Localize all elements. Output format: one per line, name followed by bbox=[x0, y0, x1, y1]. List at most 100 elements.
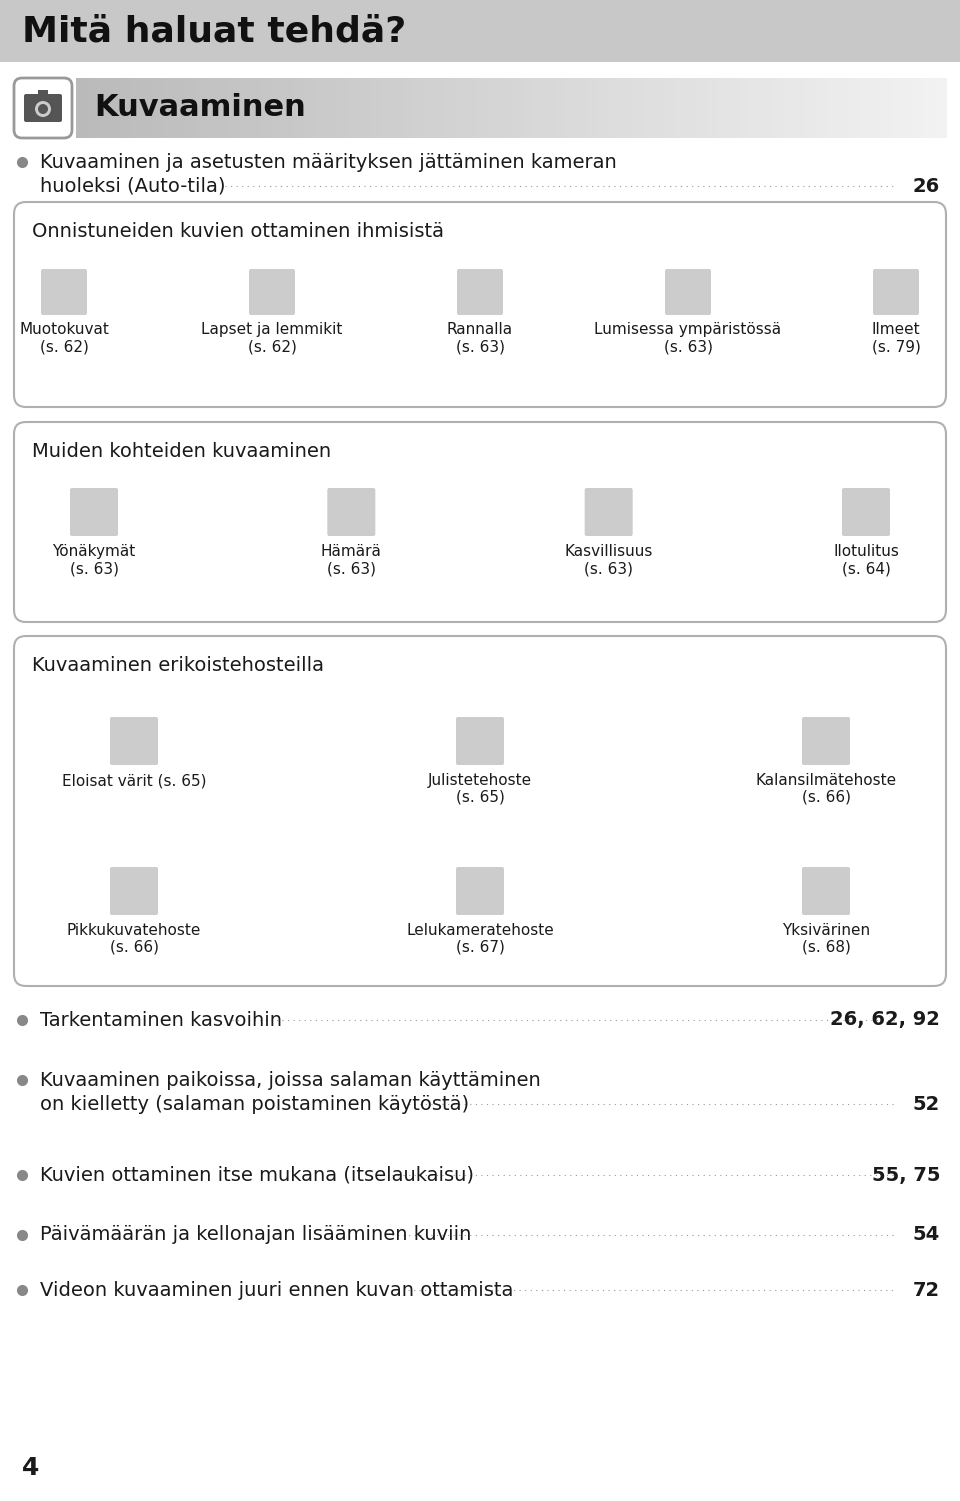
Text: Kasvillisuus: Kasvillisuus bbox=[564, 543, 653, 558]
Text: (s. 62): (s. 62) bbox=[39, 339, 88, 354]
Bar bbox=[261, 78, 273, 138]
Bar bbox=[761, 78, 773, 138]
FancyBboxPatch shape bbox=[249, 269, 295, 315]
Bar bbox=[782, 78, 795, 138]
Bar bbox=[0, 0, 960, 62]
Text: (s. 63): (s. 63) bbox=[326, 561, 375, 576]
FancyBboxPatch shape bbox=[665, 269, 711, 315]
Text: (s. 63): (s. 63) bbox=[663, 339, 712, 354]
Bar bbox=[913, 78, 925, 138]
Text: (s. 63): (s. 63) bbox=[585, 561, 634, 576]
Text: Ilotulitus: Ilotulitus bbox=[833, 543, 899, 558]
Bar bbox=[131, 78, 142, 138]
Bar bbox=[500, 78, 512, 138]
Bar bbox=[424, 78, 436, 138]
Bar bbox=[609, 78, 621, 138]
Bar bbox=[196, 78, 207, 138]
Text: 55, 75: 55, 75 bbox=[872, 1165, 940, 1184]
Text: (s. 62): (s. 62) bbox=[248, 339, 297, 354]
Text: Julistetehoste: Julistetehoste bbox=[428, 773, 532, 788]
Bar bbox=[445, 78, 458, 138]
Bar bbox=[870, 78, 881, 138]
Bar bbox=[38, 90, 48, 98]
Text: Lapset ja lemmikit: Lapset ja lemmikit bbox=[202, 323, 343, 338]
Bar bbox=[674, 78, 686, 138]
Bar bbox=[392, 78, 403, 138]
FancyBboxPatch shape bbox=[41, 269, 87, 315]
FancyBboxPatch shape bbox=[842, 488, 890, 536]
Bar bbox=[663, 78, 675, 138]
Bar bbox=[565, 78, 577, 138]
Bar bbox=[250, 78, 262, 138]
Bar bbox=[413, 78, 425, 138]
Bar bbox=[141, 78, 154, 138]
Bar bbox=[435, 78, 446, 138]
Bar bbox=[837, 78, 850, 138]
Bar bbox=[543, 78, 556, 138]
Text: 72: 72 bbox=[913, 1280, 940, 1300]
Bar bbox=[631, 78, 642, 138]
Text: on kielletty (salaman poistaminen käytöstä): on kielletty (salaman poistaminen käytös… bbox=[40, 1094, 469, 1114]
Bar bbox=[402, 78, 414, 138]
Bar bbox=[108, 78, 121, 138]
Bar bbox=[119, 78, 132, 138]
Bar bbox=[304, 78, 316, 138]
Bar bbox=[718, 78, 730, 138]
Text: Kuvaaminen ja asetusten määrityksen jättäminen kameran: Kuvaaminen ja asetusten määrityksen jätt… bbox=[40, 153, 616, 171]
Text: (s. 66): (s. 66) bbox=[802, 790, 851, 805]
Bar bbox=[326, 78, 338, 138]
Bar bbox=[696, 78, 708, 138]
Bar bbox=[217, 78, 229, 138]
Bar bbox=[653, 78, 664, 138]
Bar bbox=[86, 78, 99, 138]
FancyBboxPatch shape bbox=[456, 717, 504, 766]
Text: Kalansilmätehoste: Kalansilmätehoste bbox=[756, 773, 897, 788]
Bar bbox=[174, 78, 185, 138]
Bar bbox=[490, 78, 501, 138]
Bar bbox=[337, 78, 348, 138]
Bar bbox=[533, 78, 544, 138]
Bar bbox=[924, 78, 936, 138]
Bar bbox=[359, 78, 371, 138]
FancyBboxPatch shape bbox=[70, 488, 118, 536]
FancyBboxPatch shape bbox=[14, 203, 946, 407]
Bar bbox=[892, 78, 903, 138]
Text: (s. 67): (s. 67) bbox=[456, 940, 504, 955]
Bar bbox=[98, 78, 109, 138]
Text: 4: 4 bbox=[22, 1456, 39, 1480]
Circle shape bbox=[35, 101, 51, 117]
Text: (s. 63): (s. 63) bbox=[69, 561, 118, 576]
Bar bbox=[815, 78, 828, 138]
FancyBboxPatch shape bbox=[24, 95, 62, 122]
Bar bbox=[555, 78, 566, 138]
Bar bbox=[859, 78, 871, 138]
Text: Rannalla: Rannalla bbox=[447, 323, 513, 338]
Bar bbox=[522, 78, 534, 138]
FancyBboxPatch shape bbox=[110, 717, 158, 766]
Text: Hämärä: Hämärä bbox=[321, 543, 382, 558]
Bar bbox=[370, 78, 381, 138]
Bar bbox=[76, 78, 88, 138]
Bar bbox=[641, 78, 654, 138]
Bar bbox=[184, 78, 197, 138]
Bar bbox=[511, 78, 523, 138]
Text: Muiden kohteiden kuvaaminen: Muiden kohteiden kuvaaminen bbox=[32, 441, 331, 461]
Text: Yksivärinen: Yksivärinen bbox=[782, 923, 870, 938]
Text: Tarkentaminen kasvoihin: Tarkentaminen kasvoihin bbox=[40, 1010, 282, 1030]
Bar bbox=[206, 78, 218, 138]
Circle shape bbox=[38, 104, 48, 114]
Text: Yönäkymät: Yönäkymät bbox=[53, 543, 135, 558]
Text: huoleksi (Auto-tila): huoleksi (Auto-tila) bbox=[40, 177, 226, 195]
Bar bbox=[880, 78, 893, 138]
Text: (s. 66): (s. 66) bbox=[109, 940, 158, 955]
FancyBboxPatch shape bbox=[802, 717, 850, 766]
FancyBboxPatch shape bbox=[585, 488, 633, 536]
Text: Päivämäärän ja kellonajan lisääminen kuviin: Päivämäärän ja kellonajan lisääminen kuv… bbox=[40, 1225, 471, 1244]
Bar bbox=[827, 78, 838, 138]
FancyBboxPatch shape bbox=[76, 78, 946, 138]
Bar bbox=[620, 78, 632, 138]
Bar bbox=[598, 78, 610, 138]
Text: Ilmeet: Ilmeet bbox=[872, 323, 921, 338]
FancyBboxPatch shape bbox=[14, 78, 72, 138]
Text: Onnistuneiden kuvien ottaminen ihmisistä: Onnistuneiden kuvien ottaminen ihmisistä bbox=[32, 222, 444, 242]
